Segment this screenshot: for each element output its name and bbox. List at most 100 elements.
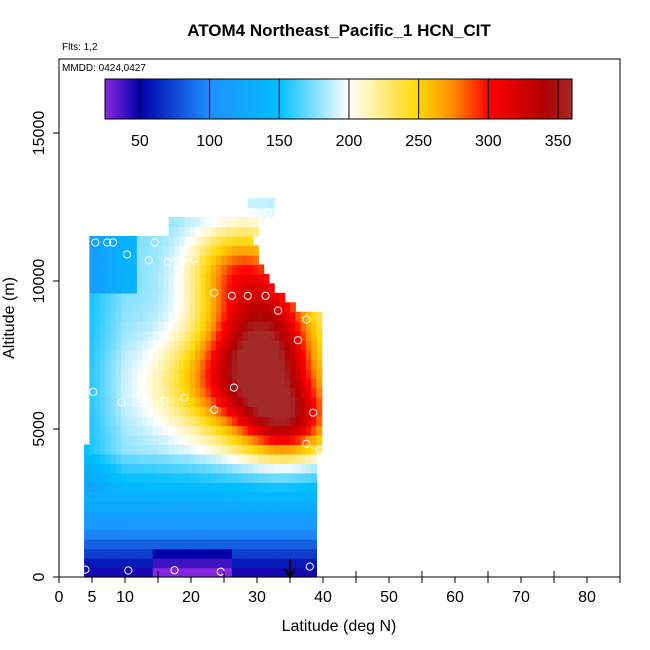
heatmap-cell [163,434,170,445]
heatmap-cell [242,292,249,303]
heatmap-cell [115,548,122,559]
heatmap-cell [136,264,143,275]
heatmap-cell [173,368,180,379]
heatmap-cell [316,311,323,322]
heatmap-cell [247,501,254,512]
heatmap-cell [173,425,180,436]
heatmap-cell [184,529,191,540]
heatmap-cell [105,463,112,474]
heatmap-cell [152,378,159,389]
heatmap-cell [279,378,286,389]
heatmap-cell [136,472,143,483]
heatmap-cell [268,453,275,464]
heatmap-cell [142,510,149,521]
heatmap-cell [168,226,175,237]
heatmap-cell [300,501,307,512]
observation-marker [309,408,318,417]
heatmap-cell [268,510,275,521]
heatmap-cell [231,302,238,313]
heatmap-cell [110,321,117,332]
heatmap-cell [142,434,149,445]
heatmap-cell [210,264,217,275]
heatmap-cell [189,415,196,427]
heatmap-cell [216,330,222,341]
heatmap-cell [226,415,233,427]
heatmap-cell [173,472,180,483]
heatmap-cell [290,434,296,445]
heatmap-cell [184,283,191,294]
heatmap-cell [126,463,133,474]
heatmap-cell [274,368,281,379]
heatmap-cell [210,463,217,474]
heatmap-cell [152,311,159,322]
heatmap-cell [142,520,149,531]
heatmap-cell [147,387,154,398]
heatmap-cell [274,510,281,521]
heatmap-cell [121,283,127,294]
observation-marker [122,250,132,259]
heatmap-cell [247,482,254,493]
heatmap-cell [142,311,149,322]
heatmap-cell [242,302,249,313]
heatmap-cell [126,539,133,550]
heatmap-cell [179,311,185,322]
heatmap-cell [274,501,281,512]
heatmap-cell [305,510,312,521]
heatmap-cell [168,444,175,455]
heatmap-cell [247,340,254,351]
heatmap-cell [131,501,138,512]
heatmap-cell [284,444,291,455]
heatmap-cell [89,567,96,578]
heatmap-cell [242,321,249,332]
heatmap-cell [279,567,286,578]
heatmap-cell [242,406,249,417]
heatmap-cell [173,340,180,351]
heatmap-cell [263,321,270,332]
heatmap-cell [253,198,259,209]
heatmap-cell [247,406,254,417]
heatmap-cell [300,482,307,493]
heatmap-cell [99,567,106,578]
heatmap-cell [290,558,296,569]
heatmap-cell [152,415,159,427]
heatmap-cell [205,264,212,275]
heatmap-cell [253,207,259,218]
heatmap-cell [221,501,228,512]
heatmap-cell [216,273,222,284]
heatmap-cell [226,217,233,228]
heatmap-cell [147,491,154,502]
heatmap-cell [131,264,138,275]
heatmap-cell [295,491,302,502]
heatmap-cell [99,359,106,370]
heatmap-cell [179,425,185,436]
heatmap-cell [94,558,101,569]
heatmap-cell [279,292,286,303]
observation-marker [302,439,311,448]
heatmap-cell [94,254,101,266]
heatmap-cell [221,283,228,294]
heatmap-cell [189,539,196,550]
heatmap-cell [168,283,175,294]
heatmap-cell [99,264,106,275]
heatmap-cell [200,283,207,294]
heatmap-cell [242,434,249,445]
heatmap-cell [311,453,317,464]
heatmap-cell [189,217,196,228]
heatmap-cell [152,444,159,455]
heatmap-cell [279,510,286,521]
heatmap-cell [200,453,207,464]
heatmap-cell [158,472,164,483]
heatmap-cell [131,425,138,436]
heatmap-cell [131,406,138,417]
heatmap-cell [110,529,117,540]
heatmap-cell [89,548,96,559]
observation-marker [249,208,258,217]
heatmap-cell [184,567,191,578]
colorbar-gradient [104,78,573,120]
heatmap-cell [89,283,96,294]
heatmap-cell [94,359,101,370]
heatmap-cell [221,387,228,398]
heatmap-cell [194,510,201,521]
heatmap-cell [147,330,154,341]
heatmap-cell [305,387,312,398]
